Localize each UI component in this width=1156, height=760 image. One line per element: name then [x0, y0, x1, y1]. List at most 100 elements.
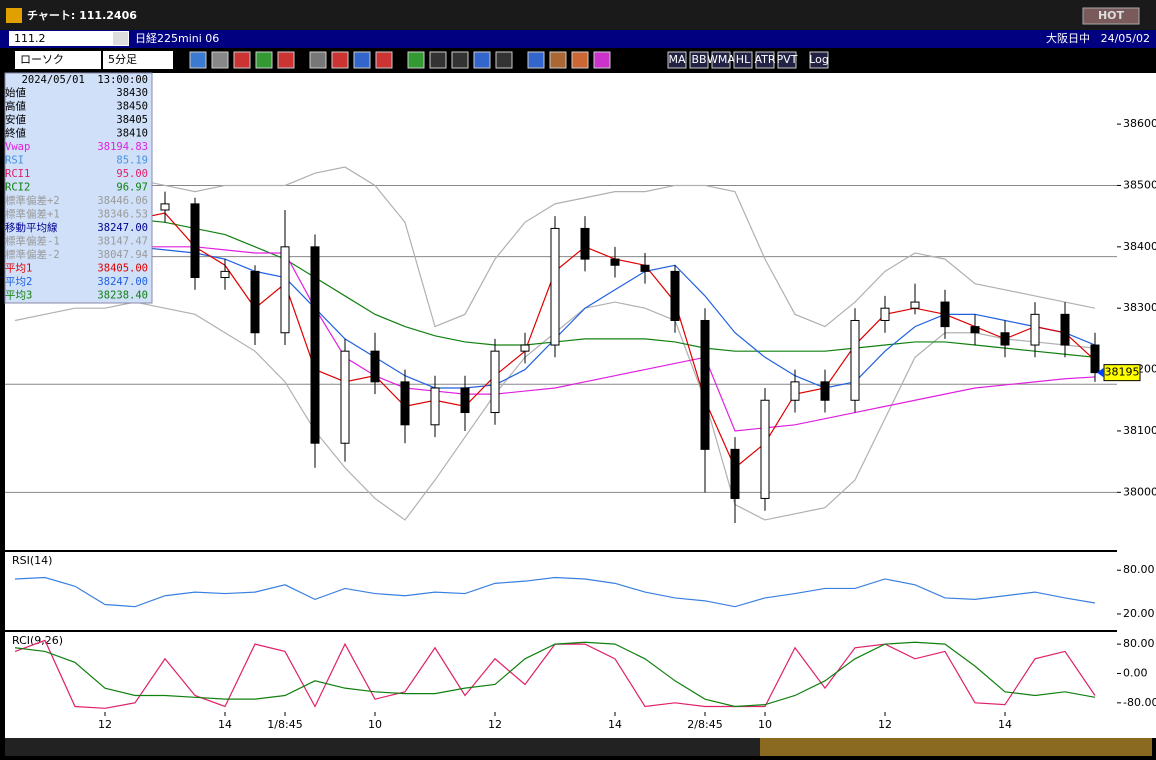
code: 111.2: [14, 32, 46, 45]
toolbar-icon[interactable]: [255, 51, 273, 69]
info-datetime: 2024/05/01 13:00:00: [22, 74, 148, 86]
candle-body: [550, 227, 560, 346]
plot: 3800038100382003830038400385003860012141…: [5, 117, 1156, 731]
candle-body: [400, 381, 410, 426]
info-panel: 2024/05/01 13:00:00 始値 38430 高値 38450 安値 3840…: [4, 72, 153, 304]
info-value: 38410: [116, 128, 148, 140]
toolbar-button[interactable]: [733, 51, 753, 69]
y-tick-label: 0.00: [1123, 666, 1148, 679]
toolbar-button-label: HL: [736, 53, 751, 66]
info-value: 38450: [116, 101, 148, 113]
toolbar-icon[interactable]: [429, 51, 447, 69]
toolbar-icon[interactable]: [277, 51, 295, 69]
panel-title: RCI(9,26): [12, 634, 63, 647]
candle-body: [880, 307, 890, 321]
candle-body: [790, 381, 800, 401]
scroll-thumb[interactable]: [760, 738, 1152, 756]
x-tick-label: 12: [878, 718, 892, 731]
y-tick-label: 38000: [1123, 485, 1156, 498]
candle-body: [430, 387, 440, 426]
toolbar-icon[interactable]: [353, 51, 371, 69]
candle-body: [1090, 344, 1100, 374]
toolbar-icon[interactable]: [549, 51, 567, 69]
toolbar-icon[interactable]: [473, 51, 491, 69]
info-value: 38405: [116, 114, 148, 126]
x-tick-label: 14: [218, 718, 232, 731]
y-tick-label: 38300: [1123, 301, 1156, 314]
symbol-name: 日経225mini 06: [135, 32, 219, 45]
toolbar-button[interactable]: [755, 51, 775, 69]
candle-body: [250, 270, 260, 334]
toolbar-icon[interactable]: [309, 51, 327, 69]
info-label: RCI1: [5, 168, 30, 180]
info-value: 38238.40: [97, 290, 148, 302]
toolbar-button[interactable]: [689, 51, 709, 69]
toolbar-icon[interactable]: [495, 51, 513, 69]
x-tick-label: 2/8:45: [687, 718, 722, 731]
info-value: 38405.00: [97, 263, 148, 275]
y-tick-label: 80.00: [1123, 563, 1155, 576]
scroll-track: [5, 738, 760, 756]
candle-body: [970, 326, 980, 334]
title-bar: [0, 0, 1156, 30]
y-axis-area: [1117, 73, 1156, 712]
hot-button[interactable]: [1082, 7, 1140, 25]
y-tick-label: 20.00: [1123, 607, 1155, 620]
toolbar-button[interactable]: [711, 51, 731, 69]
y-tick-label: 80.00: [1123, 637, 1155, 650]
candle-body: [580, 227, 590, 260]
y-tick-label: -80.00: [1123, 696, 1156, 709]
rsi-panel: [5, 552, 1117, 630]
toolbar-icon[interactable]: [375, 51, 393, 69]
info-label: 始値: [5, 86, 26, 99]
toolbar-button[interactable]: [667, 51, 687, 69]
toolbar-button-label: BB: [691, 53, 706, 66]
candle-body: [910, 301, 920, 309]
info-background: [4, 72, 153, 304]
x-axis-area: [5, 712, 1156, 738]
x-tick-label: 1/8:45: [267, 718, 302, 731]
candle-body: [940, 301, 950, 328]
toolbar-icon[interactable]: [211, 51, 229, 69]
symbol-bar: [0, 30, 1156, 48]
info-label: 平均3: [5, 290, 32, 302]
y-tick-label: 38600: [1123, 117, 1156, 130]
hot-label: HOT: [1098, 9, 1125, 22]
candle-body: [1000, 332, 1010, 346]
style-select[interactable]: [15, 51, 101, 69]
info-value: 85.19: [116, 155, 148, 167]
candle-body: [520, 344, 530, 352]
candle-body: [670, 270, 680, 321]
candle-body: [280, 246, 290, 334]
candle-body: [490, 350, 500, 414]
candle-body: [730, 448, 740, 499]
x-tick-label: 10: [368, 718, 382, 731]
toolbar-icon[interactable]: [407, 51, 425, 69]
candle-body: [460, 387, 470, 414]
candle-body: [190, 203, 200, 279]
toolbar-icon[interactable]: [593, 51, 611, 69]
interval-select[interactable]: [103, 51, 173, 69]
dropdown-button[interactable]: [113, 32, 128, 45]
toolbar-icon[interactable]: [527, 51, 545, 69]
x-tick-label: 14: [608, 718, 622, 731]
toolbar-button-label: MA: [668, 53, 685, 66]
toolbar-button-label: PVT: [777, 53, 798, 66]
series-line: [14, 641, 1096, 708]
toolbar-button[interactable]: [809, 51, 829, 69]
y-tick-label: 38500: [1123, 178, 1156, 191]
toolbar-icon[interactable]: [233, 51, 251, 69]
candle-body: [760, 399, 770, 499]
code-select[interactable]: [9, 31, 129, 46]
toolbar-icon[interactable]: [189, 51, 207, 69]
info-label: RCI2: [5, 182, 30, 194]
toolbar-button[interactable]: [777, 51, 797, 69]
toolbar-icon[interactable]: [451, 51, 469, 69]
info-value: 38346.53: [97, 209, 148, 221]
candle-body: [700, 319, 710, 450]
info-value: 38147.47: [97, 236, 148, 248]
toolbar-button-label: WMA: [707, 53, 735, 66]
toolbar-icon[interactable]: [571, 51, 589, 69]
toolbar-icon[interactable]: [331, 51, 349, 69]
date: 24/05/02: [1101, 32, 1150, 45]
